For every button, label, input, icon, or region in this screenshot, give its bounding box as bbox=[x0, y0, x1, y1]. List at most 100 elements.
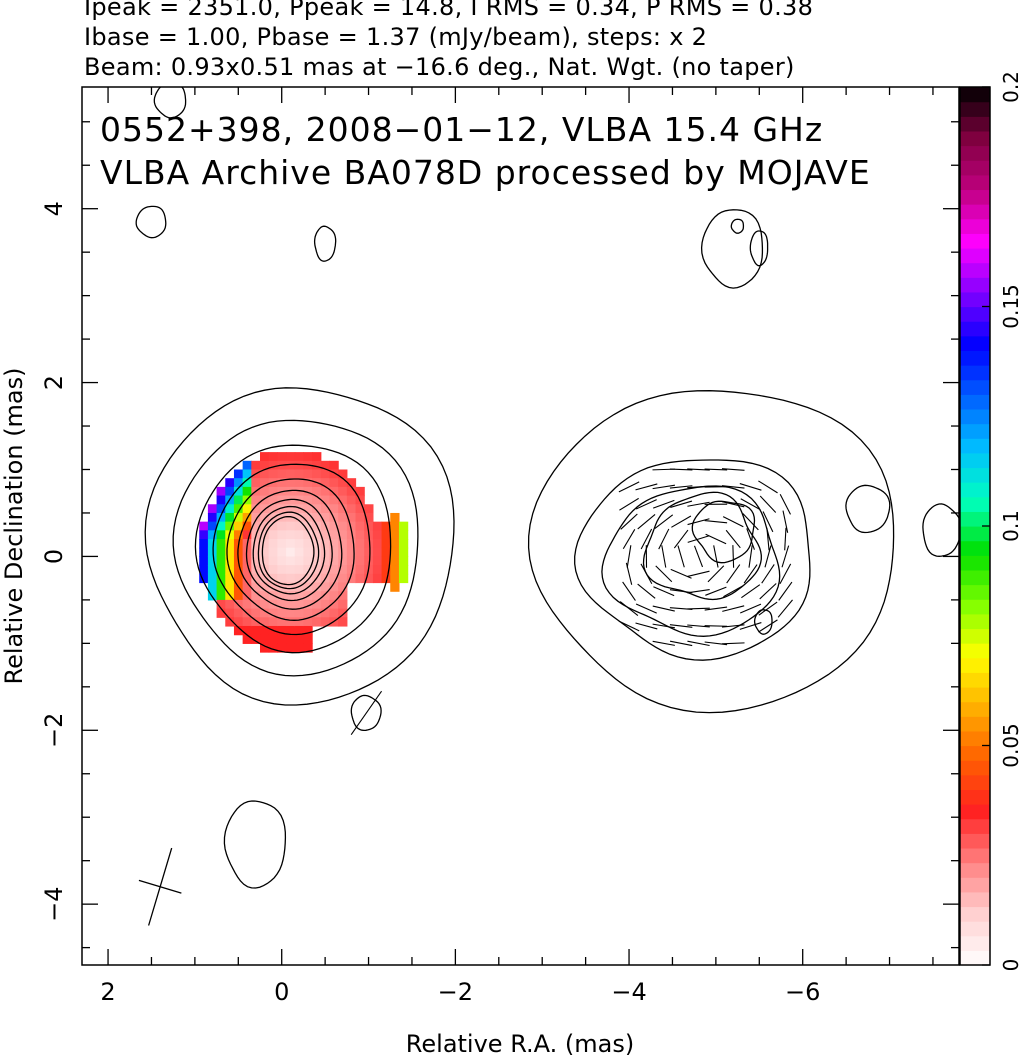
colorbar-segment bbox=[960, 277, 990, 293]
pol-pixel bbox=[390, 556, 400, 566]
pol-pixel bbox=[320, 512, 331, 523]
colorbar-segment bbox=[960, 716, 990, 732]
pol-pixel bbox=[216, 539, 226, 549]
evpa-vector bbox=[707, 565, 725, 583]
core-contour bbox=[172, 419, 419, 677]
pol-pixel bbox=[312, 486, 322, 497]
pol-pixel bbox=[207, 521, 218, 531]
pol-pixel bbox=[338, 469, 348, 479]
evpa-vector bbox=[620, 513, 638, 530]
evpa-vector bbox=[761, 564, 775, 584]
pol-pixel bbox=[260, 495, 270, 505]
evpa-vector bbox=[721, 642, 745, 645]
evpa-vector bbox=[635, 483, 658, 491]
evpa-vector bbox=[759, 495, 777, 513]
pol-pixel bbox=[268, 582, 278, 592]
pol-pixel bbox=[277, 547, 287, 558]
pol-pixel bbox=[207, 539, 218, 549]
colorbar-segment bbox=[960, 233, 990, 249]
evpa-vector bbox=[625, 562, 633, 585]
pol-pixel bbox=[294, 573, 305, 584]
pol-pixel bbox=[364, 573, 374, 584]
colorbar-tick-label: 0.05 bbox=[999, 723, 1021, 768]
colorbar-segment bbox=[960, 643, 990, 659]
colorbar-segment bbox=[960, 87, 990, 103]
pol-pixel bbox=[286, 486, 296, 497]
pol-pixel bbox=[260, 582, 270, 592]
pol-pixel bbox=[199, 530, 209, 540]
pol-pixel bbox=[320, 591, 331, 601]
pol-pixel bbox=[303, 643, 313, 653]
colorbar-segment bbox=[960, 145, 990, 161]
pol-pixel bbox=[286, 556, 296, 566]
colorbar-segment bbox=[960, 350, 990, 366]
pol-pixel bbox=[242, 634, 252, 644]
colorbar-segment bbox=[960, 935, 990, 951]
pol-pixel bbox=[355, 547, 365, 558]
evpa-vector bbox=[687, 468, 710, 471]
pol-pixel bbox=[286, 591, 296, 601]
colorbar-segment bbox=[960, 526, 990, 542]
pol-pixel bbox=[294, 478, 305, 488]
isolated-contour bbox=[749, 230, 769, 267]
pol-pixel bbox=[372, 556, 383, 566]
evpa-vector bbox=[687, 485, 710, 489]
pol-pixel bbox=[216, 512, 226, 523]
pol-pixel bbox=[286, 582, 296, 592]
pol-pixel bbox=[225, 512, 235, 523]
pol-pixel bbox=[312, 512, 322, 523]
pol-pixel bbox=[303, 452, 313, 462]
pol-pixel bbox=[233, 530, 244, 540]
pol-pixel bbox=[329, 521, 339, 531]
colorbar-segment bbox=[960, 306, 990, 322]
isolated-contour bbox=[753, 609, 773, 635]
pol-pixel bbox=[233, 478, 244, 488]
colorbar-segment bbox=[960, 599, 990, 615]
colorbar-segment bbox=[960, 686, 990, 703]
pol-pixel bbox=[260, 634, 270, 644]
pol-pixel bbox=[268, 469, 278, 479]
pol-pixel bbox=[260, 608, 270, 618]
isolated-contour bbox=[350, 694, 382, 732]
pol-pixel bbox=[251, 512, 261, 523]
pol-pixel bbox=[303, 599, 313, 610]
pol-pixel bbox=[277, 599, 287, 610]
pol-pixel bbox=[286, 625, 296, 636]
pol-pixel bbox=[286, 504, 296, 514]
pol-pixel bbox=[260, 599, 270, 610]
pol-pixel bbox=[329, 486, 339, 497]
pol-pixel bbox=[398, 521, 409, 531]
pol-pixel bbox=[260, 460, 270, 471]
evpa-vector bbox=[652, 640, 675, 646]
pol-pixel bbox=[320, 556, 331, 566]
evpa-vector bbox=[742, 513, 759, 531]
pol-pixel bbox=[303, 556, 313, 566]
evpa-vector bbox=[713, 545, 719, 568]
pol-pixel bbox=[233, 565, 244, 575]
pol-pixel bbox=[329, 504, 339, 514]
pol-pixel bbox=[207, 512, 218, 523]
pol-pixel bbox=[294, 530, 305, 540]
pol-pixel bbox=[320, 530, 331, 540]
x-axis-label: Relative R.A. (mas) bbox=[406, 1030, 634, 1058]
evpa-vector bbox=[350, 690, 383, 735]
colorbar-segment bbox=[960, 130, 990, 147]
pol-pixel bbox=[312, 565, 322, 575]
y-tick-label: −4 bbox=[40, 886, 68, 921]
pol-pixel bbox=[320, 469, 331, 479]
pol-pixel bbox=[294, 469, 305, 479]
pol-pixel bbox=[207, 565, 218, 575]
isolated-contour bbox=[313, 225, 337, 262]
pol-pixel bbox=[338, 539, 348, 549]
pol-pixel bbox=[294, 643, 305, 653]
evpa-vector bbox=[653, 586, 675, 597]
evpa-vector bbox=[704, 519, 728, 524]
pol-pixel bbox=[312, 504, 322, 514]
pol-pixel bbox=[320, 504, 331, 514]
pol-pixel bbox=[268, 565, 278, 575]
pol-pixel bbox=[242, 617, 252, 627]
pol-pixel bbox=[372, 565, 383, 575]
total-intensity-contours bbox=[135, 87, 959, 889]
pol-pixel bbox=[303, 634, 313, 644]
